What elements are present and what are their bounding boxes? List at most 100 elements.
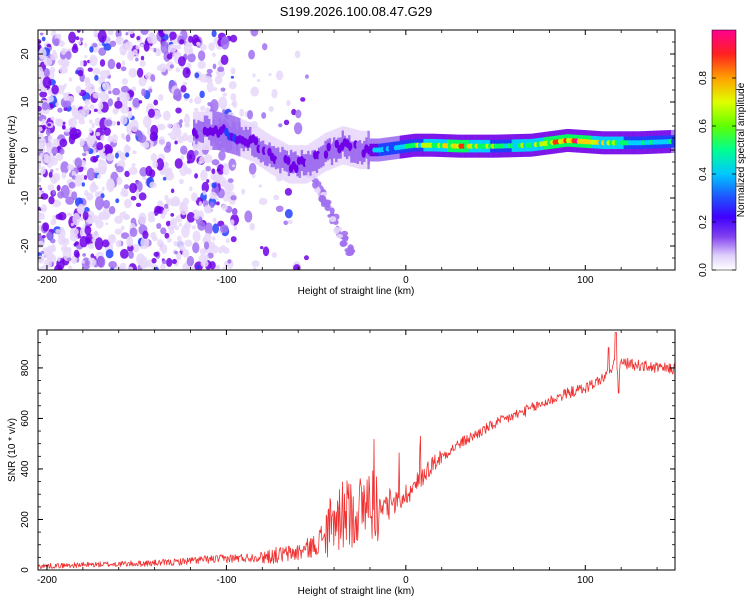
spectrogram-speckle [189, 48, 194, 55]
spectrogram-speckle [82, 211, 89, 221]
spectrogram-speckle [138, 76, 147, 87]
spectrogram-branch-blob [318, 195, 326, 203]
spectrogram-speckle [57, 234, 66, 246]
spectrogram-speckle [111, 134, 118, 144]
spectrogram-speckle [57, 107, 63, 113]
spectrogram-speckle [60, 161, 70, 174]
spectrogram-speckle [140, 236, 150, 249]
spectrogram-speckle [118, 266, 125, 270]
spectrogram-speckle [68, 181, 76, 189]
snr-y-label: SNR (10 * v/v) [7, 418, 18, 482]
spectrogram-speckle [212, 217, 217, 223]
spectrogram-speckle [182, 67, 191, 79]
spectrogram-speckle [47, 184, 55, 192]
spectrogram-speckle [47, 95, 55, 103]
spectrogram-speckle [83, 175, 88, 180]
spectrogram-speckle [38, 176, 42, 183]
spectrogram-speckle [193, 214, 200, 220]
spectrogram-ridge-core [366, 146, 372, 155]
spectrogram-speckle [132, 243, 140, 253]
spectrogram-speckle [76, 30, 81, 33]
spectrogram-speckle [248, 162, 257, 175]
spectrogram-speckle [97, 102, 104, 110]
spectrogram-speckle [88, 127, 93, 134]
spectrogram-speckle [38, 65, 44, 79]
spectrogram-speckle [249, 223, 255, 231]
spectrogram-speckle [150, 153, 158, 162]
spectrogram-speckle [102, 199, 111, 209]
spectrogram-speckle [152, 160, 158, 169]
spectrogram-speckle [95, 131, 101, 137]
spectrogram-speckle [99, 59, 106, 67]
spectrogram-speckle [71, 45, 79, 54]
spectrogram-speckle [169, 217, 178, 229]
spectrogram-speckle [66, 212, 70, 216]
spectrogram-speckle [108, 90, 112, 95]
spectrogram-speckle [101, 186, 105, 192]
spectrogram-speckle [293, 122, 303, 135]
spectrogram-speckle [81, 260, 85, 264]
spectrogram-speckle [209, 201, 215, 209]
spectrogram-speckle [129, 51, 135, 59]
spectrogram-speckle [129, 227, 138, 238]
spectrogram-ridge-band [281, 146, 284, 169]
spectrogram-speckle [204, 205, 212, 212]
spectrogram-ridge-band [313, 149, 316, 171]
spectrogram-speckle [172, 52, 177, 58]
spectrogram-speckle [206, 68, 213, 74]
spectrogram-speckle [94, 196, 104, 211]
spectrogram-speckle [181, 225, 190, 238]
spectrogram-speckle [230, 195, 237, 201]
spectrogram-speckle [48, 196, 55, 205]
spectrogram-speckle [275, 205, 284, 213]
spectrogram-speckle [136, 67, 144, 78]
spectrogram-ridge-band [298, 156, 301, 178]
spectrogram-speckle [194, 107, 199, 112]
spectrogram-ridge-band [287, 154, 291, 177]
spectrogram-speckle [303, 255, 309, 261]
spectrogram-speckle [212, 52, 216, 58]
spectrogram-speckle [71, 170, 76, 177]
spectrogram-speckle [59, 138, 68, 148]
spectrogram-speckle [114, 100, 123, 109]
spectrogram-speckle [205, 165, 212, 172]
spectrogram-speckle [148, 108, 155, 119]
spectrogram-speckle [106, 153, 115, 162]
spectrogram-speckle [232, 164, 236, 168]
spectrogram-speckle [74, 175, 82, 187]
spectrogram-speckle [166, 53, 173, 60]
spectrogram-speckle [71, 255, 78, 265]
spectrogram-speckle [107, 58, 116, 70]
spectrogram-speckle [178, 178, 184, 185]
spectrogram-speckle [46, 43, 52, 48]
spectrogram-branch-blob [329, 216, 337, 223]
spectrogram-speckle [222, 266, 226, 270]
spectrogram-speckle [92, 92, 101, 99]
spectrogram-speckle [158, 94, 164, 101]
spectrogram-speckle [87, 257, 97, 267]
spectrogram-speckle [121, 85, 129, 93]
spectrogram-speckle [39, 32, 44, 36]
spectrogram-speckle [211, 30, 217, 38]
spectrogram-speckle [199, 90, 205, 99]
spectrogram-speckle [173, 240, 178, 247]
spectrogram-speckle [207, 241, 216, 249]
spectrogram-speckle [261, 112, 267, 119]
spectrogram-speckle [75, 85, 82, 94]
spectrogram-speckle [212, 223, 220, 234]
spectrogram-speckle [182, 248, 190, 258]
snr-x-tick-label: -100 [216, 575, 236, 586]
spectrogram-speckle [165, 171, 175, 181]
spectrogram-speckle [144, 141, 150, 149]
spectrogram-speckle [62, 125, 66, 130]
spectrogram-speckle [180, 65, 185, 70]
spectrogram-speckle [56, 184, 61, 192]
spectrogram-speckle [251, 260, 260, 267]
spectrogram-speckle [77, 203, 85, 214]
spectrogram-speckle [197, 60, 206, 69]
spectrogram-speckle [221, 204, 228, 211]
spectrogram-y-label: Frequency (Hz) [7, 116, 18, 185]
spectrogram-speckle [175, 215, 183, 223]
spectrogram-speckle [198, 201, 203, 207]
